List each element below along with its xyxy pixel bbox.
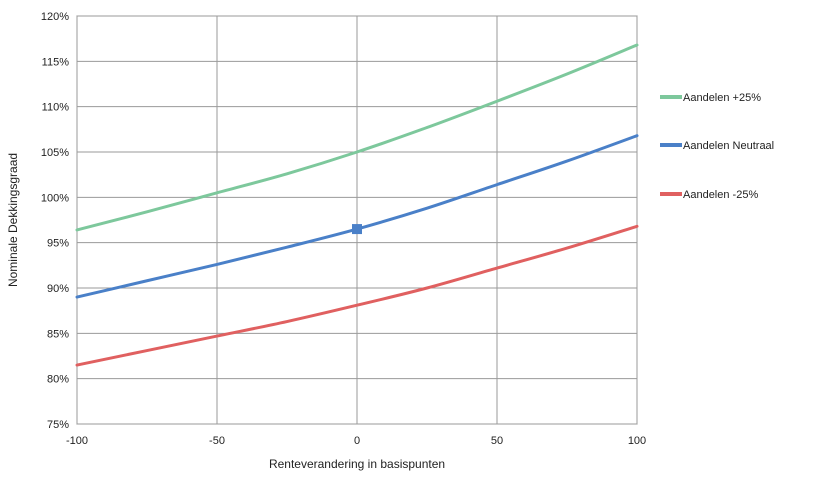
x-axis-title: Renteverandering in basispunten	[269, 457, 445, 471]
current-position-marker	[352, 224, 362, 235]
x-tick-label: -50	[209, 435, 225, 447]
y-tick-label: 100%	[41, 192, 69, 204]
series-line-aandelen-25	[75, 43, 639, 232]
legend-label-aandelen-25: Aandelen -25%	[683, 189, 758, 201]
markers	[352, 224, 362, 235]
legend-label-aandelen-25: Aandelen +25%	[683, 92, 761, 104]
y-tick-label: 80%	[47, 374, 69, 386]
y-tick-label: 75%	[47, 419, 69, 431]
legend-label-aandelen-neutraal: Aandelen Neutraal	[683, 140, 774, 152]
y-axis-ticks: 75% 80% 85% 90% 95% 100% 105% 110% 115% 120%	[41, 11, 69, 431]
y-tick-label: 90%	[47, 283, 69, 295]
x-tick-label: 0	[354, 435, 360, 447]
y-tick-label: 95%	[47, 238, 69, 250]
gridlines	[76, 15, 638, 425]
y-axis-title: Nominale Dekkingsgraad	[6, 153, 20, 287]
x-tick-label: 50	[491, 435, 503, 447]
y-tick-label: 105%	[41, 147, 69, 159]
y-tick-label: 85%	[47, 328, 69, 340]
legend: Aandelen +25% Aandelen Neutraal Aandelen -…	[660, 92, 774, 201]
x-tick-label: -100	[66, 435, 88, 447]
x-axis-ticks: -100 -50 0 50 100	[66, 435, 646, 447]
series-line-aandelen-25	[75, 224, 639, 367]
x-tick-label: 100	[628, 435, 646, 447]
y-tick-label: 120%	[41, 11, 69, 23]
y-tick-label: 115%	[42, 56, 70, 68]
y-tick-label: 110%	[42, 102, 70, 114]
